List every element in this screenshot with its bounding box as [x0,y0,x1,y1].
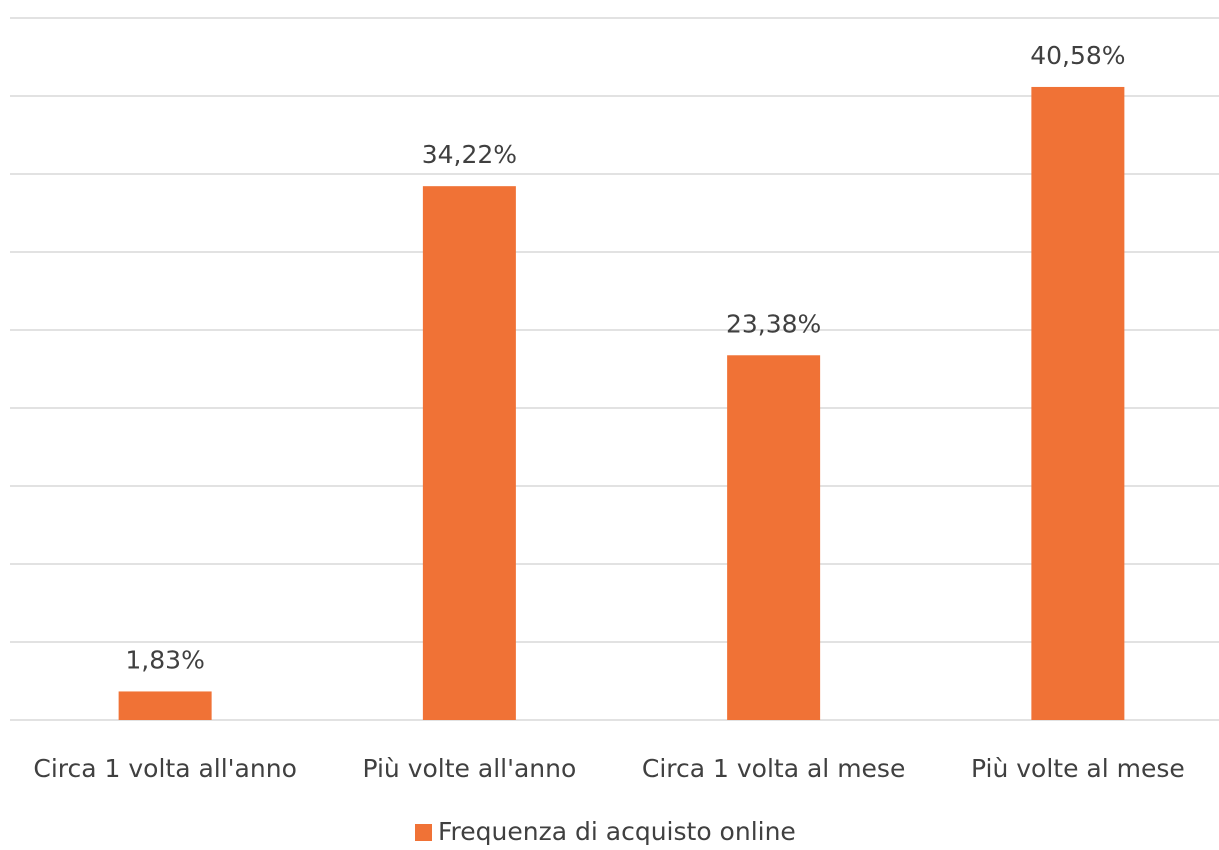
bar [422,186,516,721]
x-tick-label: Più volte all'anno [362,754,576,783]
data-label: 40,58% [1030,41,1125,70]
bar [727,355,821,720]
bar [1031,86,1125,720]
data-label: 1,83% [125,645,204,674]
x-tick-label: Circa 1 volta all'anno [33,754,297,783]
legend-label: Frequenza di acquisto online [438,817,796,846]
x-tick-label: Più volte al mese [971,754,1185,783]
data-label: 34,22% [422,140,517,169]
bar [118,691,212,720]
data-label: 23,38% [726,309,821,338]
legend-swatch [415,824,432,841]
x-tick-label: Circa 1 volta al mese [642,754,905,783]
